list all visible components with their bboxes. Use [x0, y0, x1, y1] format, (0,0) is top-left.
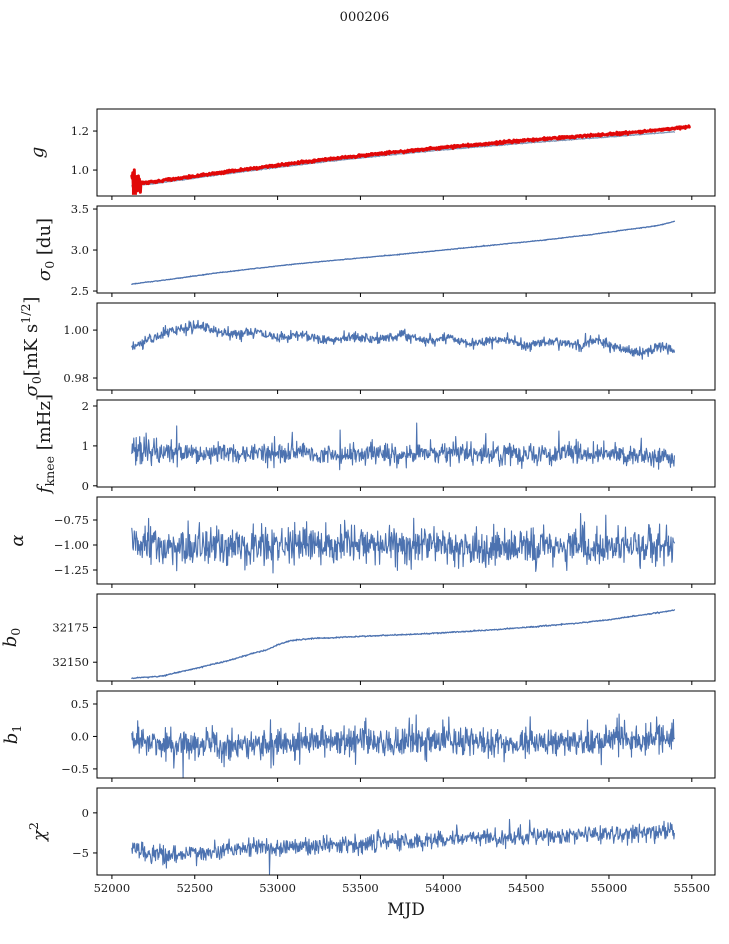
ylabel-fknee: fknee [mHz] — [34, 394, 57, 495]
panel-frame — [96, 593, 716, 682]
series-sigma0-du — [131, 220, 676, 285]
y-tick-label: 1 — [82, 439, 89, 453]
panel-sigma0-mks: 0.98 1.00 σ0[mK s1/2] — [18, 297, 716, 397]
series-g-calibrated — [130, 124, 691, 194]
x-tick-label: 53000 — [259, 881, 296, 895]
series-fknee — [131, 422, 675, 471]
x-axis-label: MJD — [387, 900, 425, 920]
ylabel-sigma0-du: σ0 [du] — [34, 218, 57, 281]
y-tick-label: 2 — [82, 399, 89, 413]
y-tick-label: 32150 — [52, 655, 89, 669]
panel-plot-area — [131, 512, 675, 574]
y-tick-label: −0.75 — [54, 513, 89, 527]
y-tick-label: −1.25 — [54, 563, 89, 577]
y-tick-label: 0.0 — [71, 729, 89, 743]
panel-alpha: −0.75 −1.00 −1.25 α — [7, 496, 716, 588]
y-tick-label: −5 — [72, 846, 89, 860]
panel-frame — [96, 690, 716, 779]
ylabel-b0: b0 — [0, 628, 23, 648]
panel-fknee: 0 1 2 fknee [mHz] — [34, 394, 716, 495]
ylabel-alpha: α — [7, 534, 28, 546]
figure-title: 000206 — [339, 10, 390, 25]
x-tick-label: 55500 — [674, 881, 711, 895]
ylabel-g: g — [27, 147, 48, 159]
y-tick-label: 3.5 — [71, 202, 89, 216]
panel-sigma0-du: 2.5 3.0 3.5 σ0 [du] — [34, 202, 716, 298]
y-tick-label: 0.5 — [71, 697, 89, 711]
y-tick-label: 0.98 — [63, 371, 89, 385]
x-tick-label: 55000 — [591, 881, 628, 895]
x-tick-label: 52000 — [94, 881, 131, 895]
y-tick-label: 1.2 — [71, 124, 89, 138]
y-tick-label: 0 — [82, 479, 89, 493]
series-b0 — [131, 609, 676, 680]
panel-plot-area — [131, 422, 675, 471]
panel-frame — [96, 108, 716, 197]
x-tick-label: 54000 — [425, 881, 462, 895]
y-tick-label: 1.0 — [71, 163, 89, 177]
y-tick-label: −1.00 — [54, 538, 89, 552]
panel-plot-area — [131, 818, 675, 875]
panel-frame — [96, 496, 716, 585]
series-g-reference — [131, 130, 676, 187]
series-alpha — [131, 512, 675, 574]
panel-plot-area — [131, 713, 675, 778]
x-tick-label: 52500 — [176, 881, 213, 895]
panel-g: 1.0 1.2 g — [27, 108, 716, 200]
ylabel-chi2: χ2 — [26, 822, 50, 843]
y-tick-label: −0.5 — [61, 762, 89, 776]
panel-plot-area — [131, 319, 676, 360]
series-b1 — [131, 713, 675, 778]
panel-plot-area — [131, 220, 676, 285]
series-sigma0-mks — [131, 319, 676, 360]
y-tick-label: 32175 — [52, 620, 89, 634]
panel-frame — [96, 787, 716, 876]
x-tick-label: 54500 — [508, 881, 545, 895]
x-tick-label: 53500 — [342, 881, 379, 895]
panel-chi2: −5 0 52000 52500 53000 53500 54000 54500 55000 55… — [26, 787, 716, 895]
ylabel-sigma0-mks: σ0[mK s1/2] — [18, 297, 44, 397]
series-chi2 — [131, 818, 675, 875]
y-tick-label: 0 — [82, 806, 89, 820]
ylabel-b1: b1 — [1, 725, 24, 744]
panel-frame — [96, 399, 716, 488]
panel-frame — [96, 302, 716, 391]
y-tick-label: 3.0 — [71, 243, 89, 257]
y-tick-label: 2.5 — [71, 284, 89, 298]
panel-plot-area — [131, 609, 676, 680]
panel-b1: −0.5 0.0 0.5 b1 — [1, 690, 716, 782]
panel-frame — [96, 205, 716, 294]
y-tick-label: 1.00 — [63, 323, 89, 337]
panel-b0: 32150 32175 b0 — [0, 593, 716, 685]
panel-plot-area — [130, 124, 691, 195]
